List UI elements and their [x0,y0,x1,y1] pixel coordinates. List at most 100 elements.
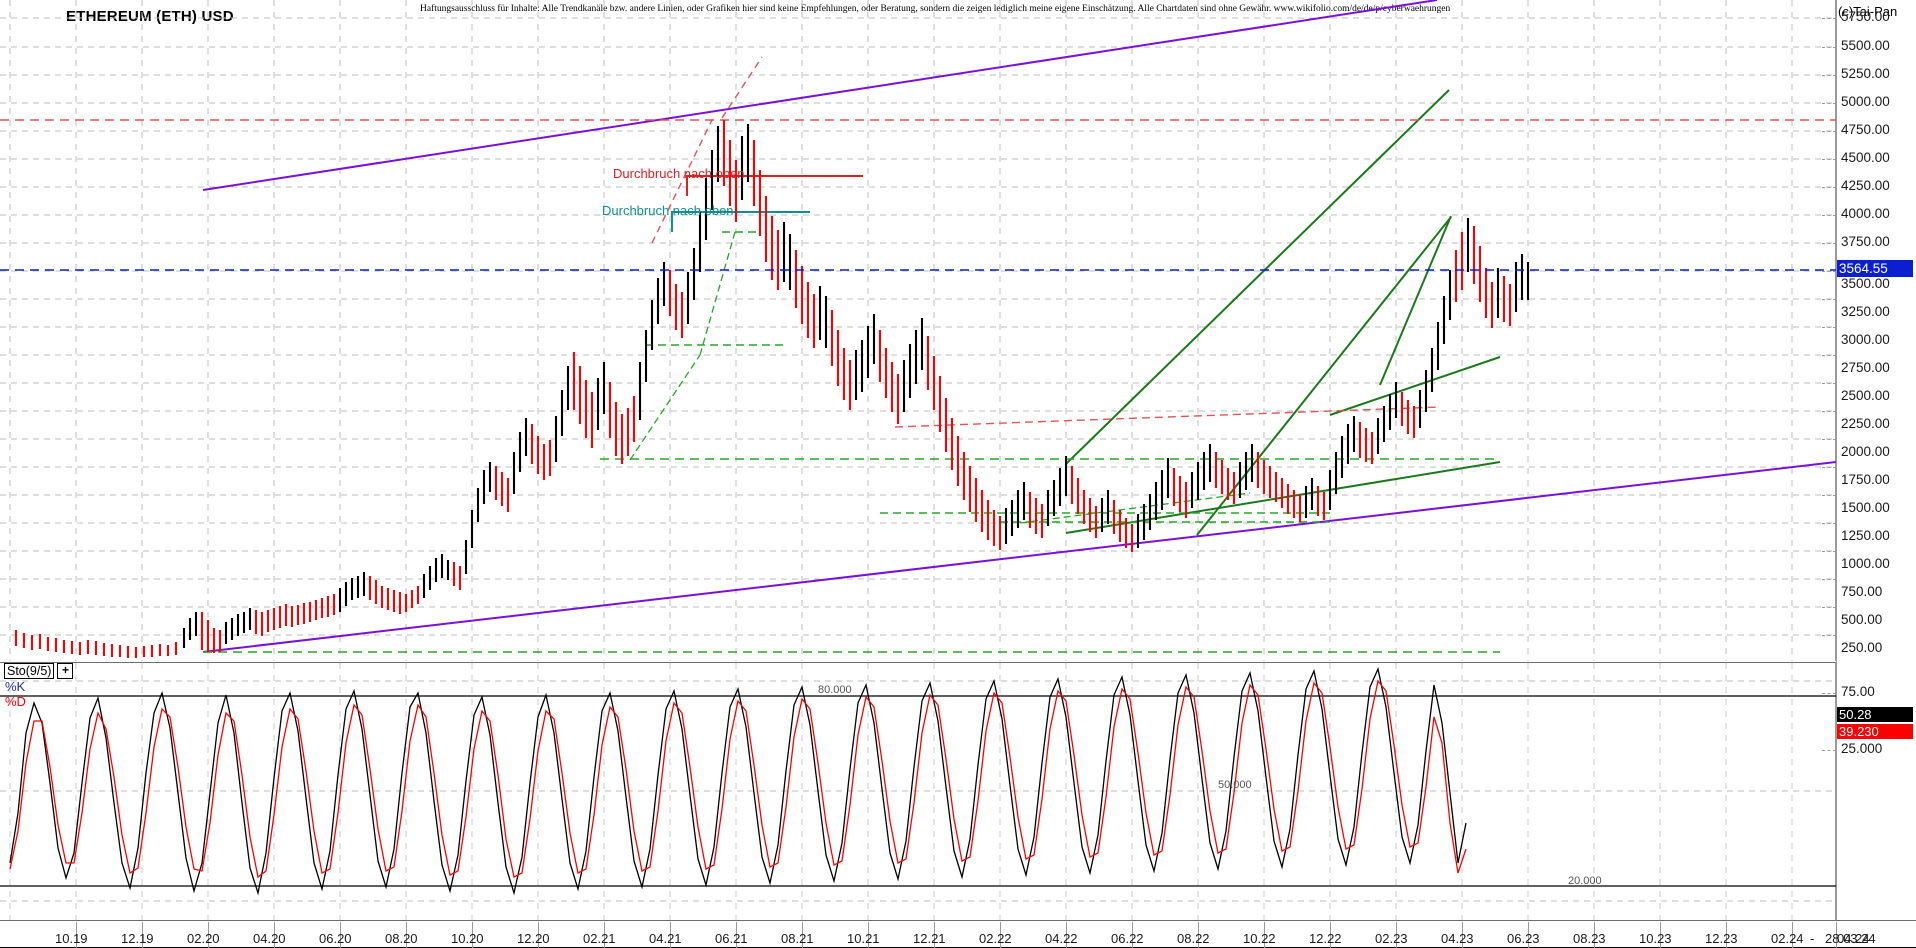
green-upper-trendline [1065,89,1450,465]
trend-overlays [0,0,1836,653]
breakout-bracket-teal [671,211,810,232]
y-label: 4750.00 [1841,122,1890,137]
x-label: 12.20 [517,931,550,946]
x-label: 02.24 [1771,931,1804,946]
x-label: 10.21 [847,931,880,946]
y-tick [1822,383,1836,384]
x-label: 04.21 [649,931,682,946]
stochastic-svg: 80.000 50.000 20.000 [0,663,1836,921]
x-label: 06.20 [319,931,352,946]
y-label: 3250.00 [1841,304,1890,319]
x-separator [1836,922,1837,948]
copyright-label: (c)Tai-Pan [1838,4,1898,19]
purple-upper-trendline [202,0,1438,191]
expand-icon[interactable]: + [57,663,74,679]
y-label: 5750.00 [1841,9,1890,24]
green-wedge-right [1019,492,1251,524]
date-axis[interactable] [0,920,1916,948]
x-label: 10.23 [1639,931,1672,946]
osc-y-label-75: 75.00 [1841,684,1875,699]
x-label: 04.23 [1441,931,1474,946]
price-chart-panel[interactable] [0,0,1836,661]
x-label: 02.22 [979,931,1012,946]
x-label: 02.23 [1375,931,1408,946]
x-separator [1462,922,1463,948]
y-tick [1822,635,1836,636]
annotation-breakout-red: Durchbruch nach oben [613,166,745,181]
k-value-badge: 50.28 [1837,707,1913,722]
osc-horizontal-gridlines [0,680,1836,902]
horizontal-gridlines [0,17,1836,636]
last-price-badge: 3564.55 [1837,260,1913,277]
x-separator [208,922,209,948]
red-dashed-peak-slope [721,56,763,119]
y-label: 1000.00 [1841,556,1890,571]
x-label: 02.21 [583,931,616,946]
green-accel-trendline [1379,215,1452,386]
x-separator [1000,922,1001,948]
y-label: 3500.00 [1841,276,1890,291]
x-separator [406,922,407,948]
y-label: 5500.00 [1841,38,1890,53]
x-separator [670,922,671,948]
y-label: 500.00 [1841,612,1883,627]
y-tick [1822,411,1836,412]
x-separator [1528,922,1529,948]
green-wedge-lower [629,354,701,461]
x-separator [1594,922,1595,948]
x-separator [1132,922,1133,948]
y-label: 1500.00 [1841,500,1890,515]
d-value-badge: 39.230 [1837,724,1913,739]
y-label: 1750.00 [1841,472,1890,487]
series-label-k: %K [5,679,26,694]
x-separator [1198,922,1199,948]
y-tick [1822,271,1836,272]
x-separator [76,922,77,948]
x-separator [736,922,737,948]
y-label: 2000.00 [1841,444,1890,459]
indicator-legend[interactable]: Sto(9/5) + [4,663,74,679]
price-candles [14,120,1530,658]
indicator-name-tag[interactable]: Sto(9/5) [4,663,55,679]
current-date-label: 28.03.24 [1825,931,1876,946]
y-label: 4000.00 [1841,206,1890,221]
x-separator [1396,922,1397,948]
y-tick [1822,551,1836,552]
price-axis[interactable] [1836,0,1916,920]
x-separator [142,922,143,948]
y-label: 250.00 [1841,640,1883,655]
y-label: 2500.00 [1841,388,1890,403]
x-label: 10.22 [1243,931,1276,946]
y-label: 4250.00 [1841,178,1890,193]
y-tick [1822,187,1836,188]
y-tick [1822,299,1836,300]
y-tick [1822,495,1836,496]
x-label: 12.22 [1309,931,1342,946]
y-label: 3750.00 [1841,234,1890,249]
x-label: 02.20 [187,931,220,946]
y-tick [1822,607,1836,608]
osc-label-50: 50.000 [1218,779,1252,791]
y-label: 2250.00 [1841,416,1890,431]
x-label: 12.21 [913,931,946,946]
y-tick [1822,75,1836,76]
x-label: 06.21 [715,931,748,946]
x-label: 04.22 [1045,931,1078,946]
x-label: 08.21 [781,931,814,946]
y-tick [1822,215,1836,216]
y-tick [1822,103,1836,104]
x-label: 12.19 [121,931,154,946]
stochastic-panel[interactable]: 80.000 50.000 20.000 [0,662,1836,921]
stochastic-d-line [9,679,1467,879]
red-dashed-slope [894,406,1441,428]
y-tick [1822,47,1836,48]
y-tick [1822,355,1836,356]
vertical-gridlines [9,0,1793,661]
y-tick [1822,523,1836,524]
y-label: 2750.00 [1841,360,1890,375]
stochastic-k-line [9,666,1467,896]
date-range-dash: - [1810,931,1815,946]
x-separator [1792,922,1793,948]
breakout-bracket-red [686,175,863,196]
